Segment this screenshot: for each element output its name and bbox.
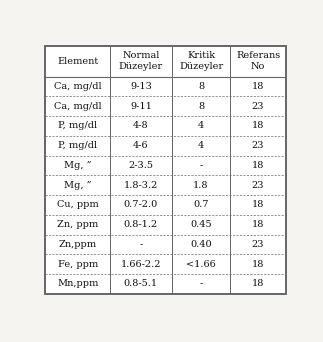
Text: 18: 18 (252, 220, 264, 229)
Text: <1.66: <1.66 (186, 260, 216, 269)
Text: 0.7: 0.7 (193, 200, 209, 209)
Text: -: - (199, 161, 203, 170)
Text: Kritik
Düzeyler: Kritik Düzeyler (179, 51, 223, 71)
Text: 0.8-5.1: 0.8-5.1 (124, 279, 158, 288)
Text: 18: 18 (252, 279, 264, 288)
Text: 8: 8 (198, 102, 204, 111)
Text: Mn,ppm: Mn,ppm (57, 279, 99, 288)
Text: 18: 18 (252, 82, 264, 91)
Text: Element: Element (57, 57, 99, 66)
Text: 9-11: 9-11 (130, 102, 152, 111)
Text: 23: 23 (252, 240, 264, 249)
Text: 4: 4 (198, 121, 204, 130)
Text: 18: 18 (252, 260, 264, 269)
Text: Fe, ppm: Fe, ppm (58, 260, 98, 269)
Text: Zn,ppm: Zn,ppm (59, 240, 97, 249)
Text: 0.7-2.0: 0.7-2.0 (124, 200, 158, 209)
Text: 4: 4 (198, 141, 204, 150)
Text: 4-6: 4-6 (133, 141, 149, 150)
Text: 9-13: 9-13 (130, 82, 152, 91)
Text: P, mg/dl: P, mg/dl (58, 121, 98, 130)
Text: P, mg/dl: P, mg/dl (58, 141, 98, 150)
Text: Cu, ppm: Cu, ppm (57, 200, 99, 209)
Text: Referans
No: Referans No (236, 51, 280, 71)
Text: 23: 23 (252, 181, 264, 190)
Text: 18: 18 (252, 121, 264, 130)
Text: 23: 23 (252, 102, 264, 111)
Text: 2-3.5: 2-3.5 (129, 161, 153, 170)
Text: -: - (199, 279, 203, 288)
Text: 23: 23 (252, 141, 264, 150)
Text: 4-8: 4-8 (133, 121, 149, 130)
Text: 1.8: 1.8 (193, 181, 209, 190)
Text: Normal
Düzeyler: Normal Düzeyler (119, 51, 163, 71)
Text: Ca, mg/dl: Ca, mg/dl (54, 82, 102, 91)
Text: -: - (139, 240, 142, 249)
Text: 0.45: 0.45 (190, 220, 212, 229)
Text: 18: 18 (252, 200, 264, 209)
Text: Zn, ppm: Zn, ppm (57, 220, 99, 229)
Text: 1.8-3.2: 1.8-3.2 (124, 181, 158, 190)
Text: 18: 18 (252, 161, 264, 170)
Text: Mg, ”: Mg, ” (64, 181, 92, 190)
Text: 8: 8 (198, 82, 204, 91)
Text: Mg, ”: Mg, ” (64, 161, 92, 170)
Text: 0.40: 0.40 (190, 240, 212, 249)
Text: Ca, mg/dl: Ca, mg/dl (54, 102, 102, 111)
Text: 1.66-2.2: 1.66-2.2 (121, 260, 161, 269)
Text: 0.8-1.2: 0.8-1.2 (124, 220, 158, 229)
